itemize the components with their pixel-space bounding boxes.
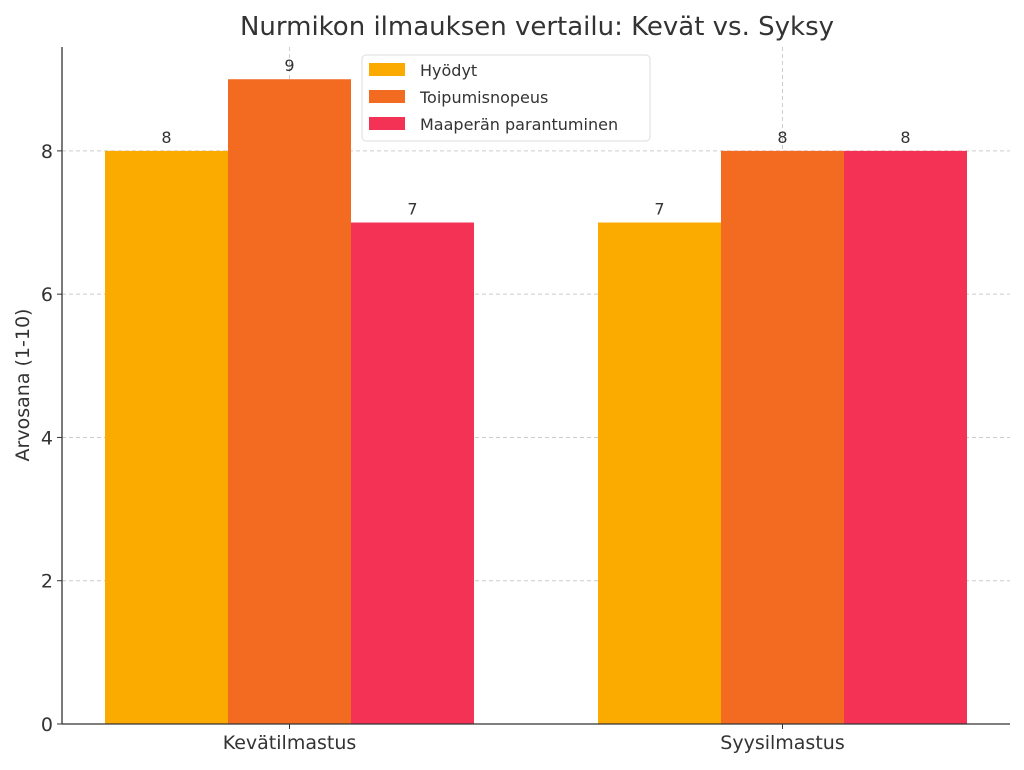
data-label: 7 <box>407 200 417 219</box>
legend-box <box>361 54 651 142</box>
y-tick-label: 0 <box>41 714 53 736</box>
y-tick-label: 2 <box>41 571 53 593</box>
legend-swatch <box>369 117 405 130</box>
legend-label: Maaperän parantuminen <box>420 115 618 134</box>
legend-label: Toipumisnopeus <box>419 88 548 107</box>
bar-0-1 <box>598 222 721 724</box>
data-label: 9 <box>284 56 294 75</box>
x-tick-label: Syysilmastus <box>720 732 844 754</box>
legend-swatch <box>369 63 405 76</box>
legend-label: Hyödyt <box>420 61 477 80</box>
x-tick-label: Kevätilmastus <box>223 732 357 754</box>
y-tick-label: 4 <box>41 427 53 449</box>
y-axis-label: Arvosana (1-10) <box>12 309 34 462</box>
bar-2-1 <box>844 150 967 725</box>
y-tick-label: 6 <box>41 284 53 306</box>
bar-1-0 <box>228 79 351 724</box>
data-label: 8 <box>777 128 787 147</box>
data-label: 8 <box>161 128 171 147</box>
data-label: 7 <box>654 200 664 219</box>
y-tick-label: 8 <box>41 141 53 163</box>
bar-0-0 <box>105 150 228 725</box>
bar-1-1 <box>721 150 844 725</box>
bar-2-0 <box>351 222 474 724</box>
data-label: 8 <box>900 128 910 147</box>
legend-swatch <box>369 90 405 103</box>
chart-title: Nurmikon ilmauksen vertailu: Kevät vs. S… <box>240 12 834 42</box>
